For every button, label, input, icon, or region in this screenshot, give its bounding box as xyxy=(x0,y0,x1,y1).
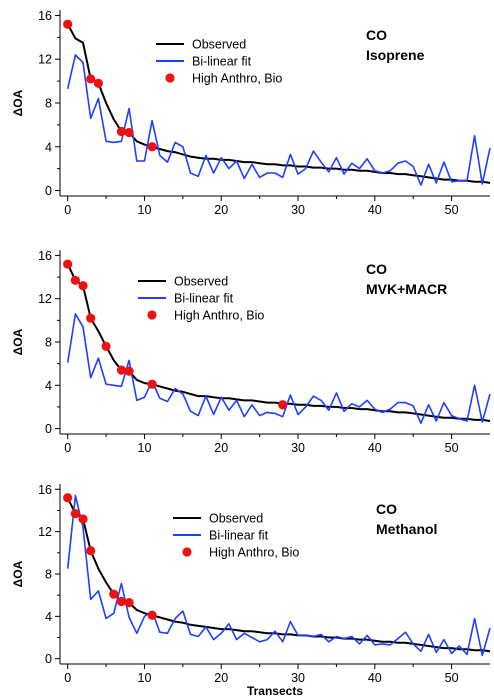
x-tick-label: 50 xyxy=(445,203,459,217)
data-point xyxy=(63,19,73,29)
y-tick-label: 4 xyxy=(45,610,52,624)
data-point xyxy=(124,127,134,138)
series-line-observed xyxy=(66,497,491,653)
y-tick-label: 12 xyxy=(38,292,52,306)
data-point xyxy=(86,313,96,323)
panel-annotation: CO xyxy=(376,501,397,517)
y-tick-label: 16 xyxy=(38,9,52,23)
y-tick-label: 4 xyxy=(45,379,52,393)
y-axis-label: ΔOA xyxy=(11,89,25,116)
y-axis-label: ΔOA xyxy=(11,328,25,355)
series-line-bi-linear-fit xyxy=(66,54,491,186)
chart-panel-isoprene: 0 4 8 12 16 0 10 20 30 40 50 ΔOA Observed Bi-linear f… xyxy=(11,9,491,217)
panel-annotation: Methanol xyxy=(376,521,437,537)
legend-label: High Anthro, Bio xyxy=(192,72,282,86)
data-point xyxy=(147,610,157,620)
data-point xyxy=(116,126,127,137)
x-tick-label: 10 xyxy=(138,441,152,455)
legend-label: Bi-linear fit xyxy=(174,292,234,306)
data-point xyxy=(147,142,157,152)
x-tick-label: 10 xyxy=(138,671,152,685)
data-point xyxy=(116,365,127,375)
y-tick-label: 8 xyxy=(45,336,52,350)
y-tick-label: 16 xyxy=(38,483,52,497)
legend-swatch xyxy=(147,310,157,320)
x-tick-label: 30 xyxy=(291,441,305,455)
x-tick-label: 0 xyxy=(64,203,71,217)
y-tick-label: 16 xyxy=(38,249,52,263)
data-point xyxy=(63,259,73,269)
data-point xyxy=(86,546,96,556)
y-tick-label: 12 xyxy=(38,53,52,67)
x-tick-label: 40 xyxy=(368,441,382,455)
legend-label: Bi-linear fit xyxy=(209,529,269,543)
x-tick-label: 50 xyxy=(445,441,459,455)
data-point xyxy=(86,74,96,84)
y-tick-label: 8 xyxy=(45,97,52,111)
y-tick-label: 12 xyxy=(38,525,52,539)
x-tick-label: 0 xyxy=(64,671,71,685)
series-line-observed xyxy=(66,23,491,184)
x-tick-label: 30 xyxy=(291,671,305,685)
data-point xyxy=(278,400,288,410)
data-point xyxy=(124,597,134,608)
panel-annotation: Isoprene xyxy=(366,47,425,63)
data-point xyxy=(78,281,88,291)
x-tick-label: 0 xyxy=(64,441,71,455)
x-tick-label: 20 xyxy=(214,671,228,685)
y-tick-label: 8 xyxy=(45,568,52,582)
x-tick-label: 20 xyxy=(214,441,228,455)
series-line-bi-linear-fit xyxy=(66,313,491,425)
series-line-bi-linear-fit xyxy=(66,494,491,657)
data-point xyxy=(70,275,80,285)
data-point xyxy=(116,596,127,607)
x-tick-label: 10 xyxy=(138,203,152,217)
data-point xyxy=(70,509,80,519)
panel-annotation: MVK+MACR xyxy=(366,281,447,297)
chart-panel-mvk-macr: 0 4 8 12 16 0 10 20 30 40 50 ΔOA Observed Bi-linear f… xyxy=(11,249,491,455)
data-point xyxy=(147,379,157,389)
y-axis-label: ΔOA xyxy=(11,560,25,587)
y-tick-label: 0 xyxy=(45,422,52,436)
x-axis-label: Transects xyxy=(247,684,303,698)
panel-annotation: CO xyxy=(366,27,387,43)
x-tick-label: 20 xyxy=(214,203,228,217)
legend-label: High Anthro, Bio xyxy=(174,309,264,323)
data-point xyxy=(124,366,134,376)
legend-label: Bi-linear fit xyxy=(192,55,252,69)
data-point xyxy=(63,493,73,503)
x-tick-label: 30 xyxy=(291,203,305,217)
data-point xyxy=(78,514,88,524)
x-tick-label: 40 xyxy=(368,671,382,685)
x-tick-label: 50 xyxy=(445,671,459,685)
panel-annotation: CO xyxy=(366,261,387,277)
data-point xyxy=(93,78,103,88)
y-tick-label: 0 xyxy=(45,184,52,198)
y-tick-label: 4 xyxy=(45,140,52,154)
x-tick-label: 40 xyxy=(368,203,382,217)
data-point xyxy=(109,589,119,599)
chart-panel-methanol: 0 4 8 12 16 0 10 20 30 40 50 ΔOA Transects Observed Bi… xyxy=(11,483,491,698)
legend-label: Observed xyxy=(174,275,228,289)
legend-label: Observed xyxy=(192,38,246,52)
y-tick-label: 0 xyxy=(45,652,52,666)
data-point xyxy=(101,341,111,351)
legend-swatch xyxy=(165,73,175,83)
legend-swatch xyxy=(182,547,192,557)
legend-label: High Anthro, Bio xyxy=(209,546,299,560)
legend-label: Observed xyxy=(209,512,263,526)
